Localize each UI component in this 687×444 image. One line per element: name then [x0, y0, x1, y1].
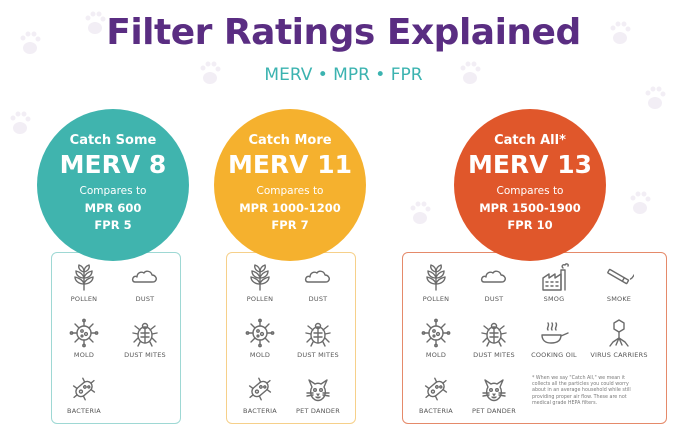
item-label: PET DANDER — [472, 407, 516, 415]
virus-carriers-item: VIRUS CARRIERS — [587, 318, 651, 359]
merv8-panel — [51, 252, 181, 424]
mold-item: MOLD — [52, 318, 116, 359]
dust-item: DUST — [462, 262, 526, 303]
item-label: DUST — [484, 295, 504, 303]
pan-icon — [541, 322, 569, 344]
item-label: SMOG — [543, 295, 565, 303]
pollen-icon — [426, 264, 446, 291]
dust-icon — [131, 270, 157, 283]
cat-icon — [306, 379, 330, 402]
pet-dander-item: PET DANDER — [286, 374, 350, 415]
item-label: DUST MITES — [473, 351, 515, 359]
merv-rating: MERV 11 — [227, 150, 353, 179]
merv-rating: MERV 8 — [59, 150, 167, 179]
factory-icon — [542, 263, 569, 291]
item-label: DUST MITES — [124, 351, 166, 359]
dust-mites-item: DUST MITES — [462, 318, 526, 359]
cat-icon — [482, 379, 506, 402]
item-label: POLLEN — [422, 295, 450, 303]
pollen-item: POLLEN — [404, 262, 468, 303]
bacteria-item: BACTERIA — [52, 374, 116, 415]
item-label: BACTERIA — [419, 407, 453, 415]
item-label: BACTERIA — [243, 407, 277, 415]
catch-label: Catch Some — [69, 133, 157, 148]
item-label: BACTERIA — [67, 407, 101, 415]
bacteria-icon — [421, 374, 451, 404]
page-subtitle: MERV • MPR • FPR — [264, 65, 423, 85]
mold-item: MOLD — [404, 318, 468, 359]
item-label: POLLEN — [70, 295, 98, 303]
dust-mites-item: DUST MITES — [113, 318, 177, 359]
pollen-item: POLLEN — [228, 262, 292, 303]
page-title: Filter Ratings Explained — [106, 12, 581, 53]
catch-label: Catch More — [248, 133, 332, 148]
item-label: DUST MITES — [297, 351, 339, 359]
item-label: MOLD — [249, 351, 271, 359]
virus-icon — [609, 319, 629, 347]
dust-icon — [304, 270, 330, 283]
pollen-item: POLLEN — [52, 262, 116, 303]
item-label: DUST — [135, 295, 155, 303]
item-label: MOLD — [425, 351, 447, 359]
mpr-rating: MPR 1000-1200 — [239, 201, 341, 215]
dust-mites-item: DUST MITES — [286, 318, 350, 359]
item-label: COOKING OIL — [531, 351, 577, 359]
merv11-badge: Catch More MERV 11 Compares to MPR 1000-… — [214, 109, 366, 261]
bacteria-icon — [245, 374, 275, 404]
mold-icon — [421, 318, 451, 348]
dust-item: DUST — [113, 262, 177, 303]
bacteria-item: BACTERIA — [404, 374, 468, 415]
merv11-panel — [226, 252, 356, 424]
fpr-rating: FPR 10 — [507, 218, 553, 232]
pollen-icon — [74, 264, 94, 291]
merv-rating: MERV 13 — [467, 150, 593, 179]
item-label: POLLEN — [246, 295, 274, 303]
smog-item: SMOG — [522, 262, 586, 303]
mold-icon — [69, 318, 99, 348]
dust-item: DUST — [286, 262, 350, 303]
pollen-icon — [250, 264, 270, 291]
item-label: SMOKE — [606, 295, 632, 303]
mpr-rating: MPR 1500-1900 — [479, 201, 581, 215]
compares-label: Compares to — [79, 185, 147, 197]
dust-mites-icon — [481, 322, 507, 347]
cooking-oil-item: COOKING OIL — [522, 318, 586, 359]
compares-label: Compares to — [256, 185, 324, 197]
merv8-badge: Catch Some MERV 8 Compares to MPR 600 FP… — [37, 109, 189, 261]
fpr-rating: FPR 7 — [271, 218, 309, 232]
catch-label: Catch All* — [494, 133, 566, 148]
dust-icon — [480, 270, 506, 283]
dust-mites-icon — [132, 322, 158, 347]
mold-item: MOLD — [228, 318, 292, 359]
cigarette-icon — [606, 262, 634, 286]
fpr-rating: FPR 5 — [94, 218, 132, 232]
pet-dander-item: PET DANDER — [462, 374, 526, 415]
item-label: PET DANDER — [296, 407, 340, 415]
bacteria-item: BACTERIA — [228, 374, 292, 415]
bacteria-icon — [69, 374, 99, 404]
item-label: MOLD — [73, 351, 95, 359]
compares-label: Compares to — [496, 185, 564, 197]
mold-icon — [245, 318, 275, 348]
mpr-rating: MPR 600 — [84, 201, 142, 215]
merv13-badge: Catch All* MERV 13 Compares to MPR 1500-… — [454, 109, 606, 261]
item-label: DUST — [308, 295, 328, 303]
smoke-item: SMOKE — [587, 262, 651, 303]
dust-mites-icon — [305, 322, 331, 347]
item-label: VIRUS CARRIERS — [590, 351, 648, 359]
catch-all-footnote: * When we say "Catch All," we mean it co… — [532, 376, 631, 406]
